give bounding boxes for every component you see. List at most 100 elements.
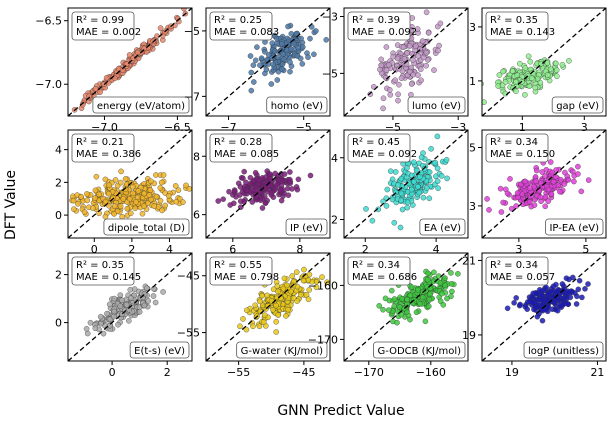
data-point: [438, 290, 445, 297]
data-point: [427, 291, 433, 297]
data-point: [522, 92, 528, 98]
y-tick-label: 1: [469, 75, 476, 88]
data-point: [283, 313, 289, 319]
x-tick-label: 6: [229, 243, 236, 256]
data-point: [273, 182, 280, 188]
data-point: [408, 284, 415, 290]
data-point: [280, 51, 287, 57]
data-point: [100, 330, 107, 337]
axes-frame: [481, 129, 607, 239]
data-point: [313, 284, 320, 290]
data-point: [423, 9, 430, 16]
data-point: [508, 205, 515, 212]
data-point: [565, 289, 571, 296]
x-tick-label: −3: [450, 121, 466, 134]
stats-box: [347, 11, 411, 41]
data-point: [273, 302, 279, 309]
data-point: [102, 176, 109, 183]
data-point: [571, 178, 577, 185]
y-tick-label: −45: [177, 270, 200, 283]
data-point: [426, 296, 433, 303]
data-point: [383, 67, 390, 73]
data-point: [537, 194, 544, 201]
data-point: [500, 199, 506, 206]
data-point: [152, 299, 159, 306]
data-point: [510, 85, 516, 91]
data-point: [395, 182, 402, 188]
data-point: [247, 53, 254, 59]
data-point: [582, 286, 588, 292]
data-point: [432, 159, 439, 166]
x-tick-label: −7.0: [91, 121, 118, 134]
data-point: [157, 197, 164, 204]
data-point: [111, 313, 117, 320]
data-point: [311, 51, 317, 58]
data-point: [410, 71, 416, 78]
data-point: [552, 174, 559, 180]
data-point: [87, 319, 94, 326]
data-point: [507, 176, 513, 182]
y-tick-label: 21: [462, 254, 476, 267]
data-point: [442, 282, 448, 289]
data-point: [117, 179, 124, 186]
data-point: [262, 200, 269, 206]
data-point: [272, 170, 278, 177]
property-label: dipole_total (D): [108, 223, 185, 234]
data-point: [396, 81, 402, 88]
data-point: [159, 207, 165, 214]
data-point: [148, 178, 154, 185]
data-point: [270, 61, 276, 68]
data-point: [573, 301, 580, 307]
data-point: [394, 55, 401, 62]
data-point: [265, 303, 271, 309]
data-point: [522, 65, 528, 71]
data-point: [391, 219, 398, 226]
data-point: [383, 44, 390, 50]
data-point: [579, 294, 585, 301]
data-point: [434, 165, 441, 172]
data-point: [448, 270, 454, 276]
data-point: [542, 306, 549, 313]
property-label: G-water (KJ/mol): [241, 346, 323, 357]
data-point: [71, 206, 77, 212]
data-point: [407, 292, 414, 299]
data-point: [248, 69, 255, 76]
identity-line: [206, 253, 330, 361]
data-point: [389, 287, 395, 294]
x-tick-label: −55: [227, 366, 250, 379]
data-point: [305, 296, 312, 303]
data-point: [419, 38, 426, 44]
y-tick-label: −7: [184, 90, 200, 103]
data-point: [56, 198, 61, 203]
data-point: [394, 319, 400, 326]
data-point: [293, 269, 300, 275]
data-point: [126, 318, 132, 324]
data-point: [279, 41, 285, 47]
data-point: [270, 307, 276, 313]
data-point: [410, 57, 416, 63]
property-label: homo (eV): [271, 101, 323, 112]
data-point: [133, 199, 139, 205]
data-point: [39, 191, 44, 196]
data-point: [103, 75, 110, 81]
data-point: [557, 303, 564, 309]
data-point: [281, 275, 288, 282]
property-box: [129, 341, 190, 359]
data-point: [122, 176, 129, 182]
data-point: [398, 175, 405, 182]
data-point: [294, 53, 301, 59]
identity-line: [482, 8, 606, 116]
data-point: [533, 167, 540, 174]
r2-label: R² = 0.45: [352, 137, 400, 148]
data-point: [102, 213, 109, 220]
data-point: [572, 290, 578, 296]
data-point: [367, 91, 374, 97]
data-point: [75, 201, 81, 207]
data-point: [150, 293, 157, 299]
data-point: [271, 48, 278, 54]
data-point: [97, 89, 103, 95]
data-point: [380, 306, 386, 313]
data-point: [295, 176, 302, 183]
